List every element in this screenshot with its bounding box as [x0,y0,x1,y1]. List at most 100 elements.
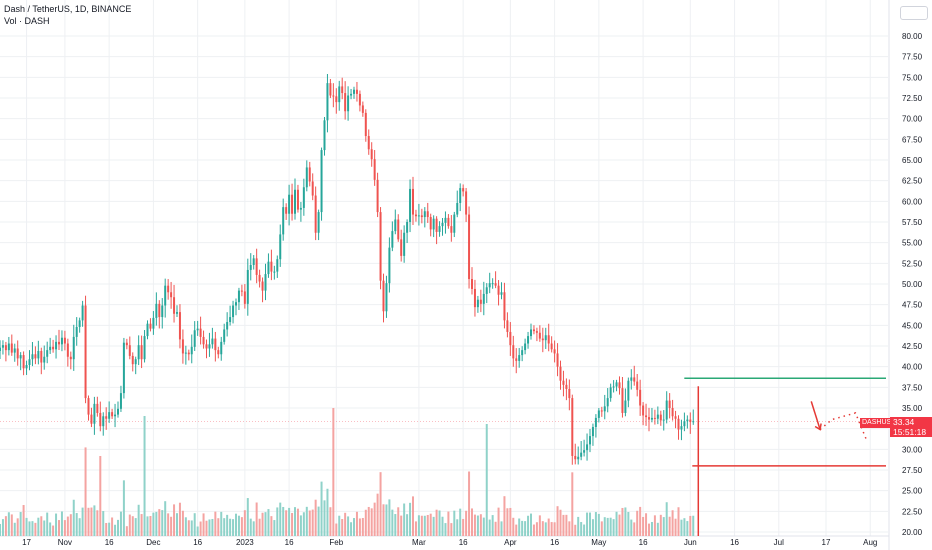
candle-body [28,359,31,366]
x-tick-label: 16 [105,538,114,547]
volume-bar [589,512,591,536]
volume-bar [406,514,409,536]
volume-bar [326,488,329,536]
volume-bar [178,502,181,536]
volume-bar [249,518,252,536]
candle-body [420,215,423,218]
candle-body [535,331,538,333]
volume-bar [49,522,52,536]
candle-body [653,417,656,419]
candle-body [456,202,459,215]
candle-body [122,342,125,394]
volume-bar [78,518,81,536]
candle-body [636,381,639,390]
candle-body [108,412,111,419]
volume-bar [524,521,527,536]
volume-bar [119,511,122,536]
volume-bar [450,523,453,536]
volume-bar [332,408,335,536]
candle-body [90,414,93,424]
volume-bar [562,514,565,536]
volume-bar [288,507,291,536]
candle-body [491,283,494,285]
candle-body [125,342,128,346]
candle-body [547,335,550,344]
volume-bar [668,516,671,536]
x-tick-label: 16 [285,538,294,547]
volume-bar [243,510,246,536]
candle-body [509,331,512,346]
volume-bar [158,509,161,536]
projection-arrow [810,401,821,430]
x-tick-label: Apr [504,538,517,547]
volume-bar [34,522,37,536]
volume-bar [518,518,521,536]
candle-body [659,414,662,421]
y-tick-label: 80.00 [902,32,923,41]
y-tick-label: 40.00 [902,363,923,372]
candle-body [630,377,633,381]
volume-bar [226,514,229,536]
volume-bar [606,517,609,536]
candle-body [612,386,615,388]
candle-body [261,281,264,291]
x-tick-label: Mar [412,538,426,547]
volume-bar [140,514,143,536]
volume-bar [10,514,13,536]
candle-body [279,234,282,260]
x-tick-label: Aug [863,538,877,547]
candle-body [571,398,574,456]
candle-body [485,287,488,294]
candle-body [43,356,46,363]
candle-body [55,341,58,350]
candle-body [391,231,394,248]
candle-body [0,347,1,351]
candle-body [621,388,624,413]
candle-body [541,338,544,341]
volume-bar [432,516,435,536]
candle-body [25,365,28,369]
volume-bar [308,510,311,536]
volume-bar [692,515,695,536]
volume-bar [512,517,515,536]
candle-body [358,93,361,106]
volume-bar [459,508,462,536]
volume-bar [161,510,164,536]
candle-body [403,232,406,256]
candle-body [338,86,341,103]
volume-bar [532,524,535,536]
volume-bar [258,518,261,536]
volume-bar [220,511,223,536]
volume-bar [370,508,373,536]
volume-bar [444,523,447,536]
volume-bar [99,456,102,536]
volume-bar [414,521,417,536]
candle-body [308,167,311,182]
volume-bar [19,512,22,536]
candle-body [119,393,122,409]
volume-bar [237,515,240,536]
volume-bar [217,518,220,536]
volume-bar [636,510,639,536]
candle-body [515,358,518,361]
y-tick-label: 67.50 [902,135,923,144]
volume-bar [577,516,580,536]
volume-bar [633,522,636,536]
candle-body [414,214,417,217]
volume-bar [55,513,58,536]
candle-body [199,328,202,337]
candle-body [615,382,618,387]
volume-bar [87,507,90,536]
volume-bar [565,514,568,536]
settings-button[interactable] [900,6,928,20]
volume-bar [108,522,111,536]
volume-bar [609,517,612,536]
candle-body [580,452,583,457]
candle-body [78,320,81,327]
volume-bar [276,507,279,536]
candle-body [583,450,586,453]
candle-body [173,297,176,314]
candle-body [240,290,243,292]
candle-body [524,343,527,351]
